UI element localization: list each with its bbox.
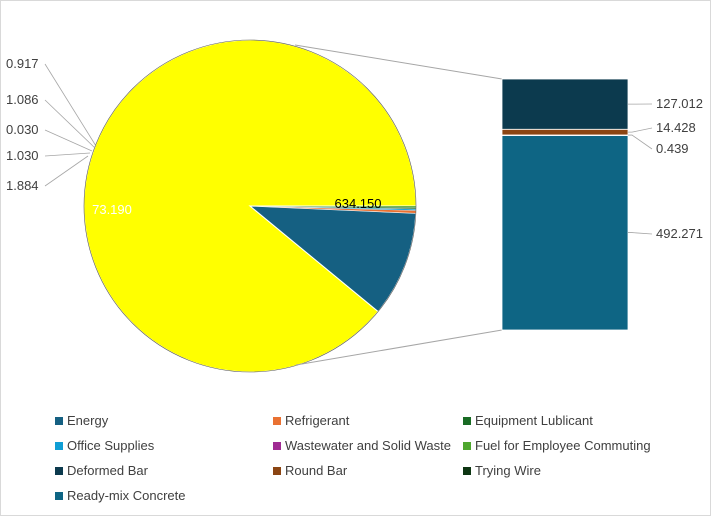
legend-label: Wastewater and Solid Waste	[285, 438, 451, 453]
leader-line-bar-trying-wire	[628, 134, 653, 150]
legend-swatch	[55, 441, 63, 450]
legend-item-round-bar: Round Bar	[273, 463, 347, 478]
legend-label: Deformed Bar	[67, 463, 148, 478]
leader-line-bar-ready-mix-concrete	[628, 232, 653, 235]
legend-label: Refrigerant	[285, 413, 350, 428]
legend-label: Energy	[67, 413, 109, 428]
legend-label: Fuel for Employee Commuting	[475, 438, 651, 453]
legend-item-fuel-for-employee-commuting: Fuel for Employee Commuting	[463, 438, 651, 453]
main-pie	[83, 39, 417, 373]
data-label-equipment-lublicant: 1.086	[6, 92, 39, 107]
legend-swatch	[55, 416, 63, 425]
pie-to-bar-connectors	[294, 44, 503, 366]
leader-line-round-bar	[44, 155, 89, 187]
legend-item-refrigerant: Refrigerant	[273, 413, 349, 428]
secondary-stacked-bar	[501, 78, 629, 331]
legend-item-ready-mix-concrete: Ready-mix Concrete	[55, 488, 186, 503]
leader-line-office-supplies	[44, 152, 91, 157]
connector-bottom	[295, 329, 503, 366]
data-label-fuel-for-employee-commuting: 0.917	[6, 56, 39, 71]
legend-swatch	[55, 491, 63, 500]
legend-label: Round Bar	[285, 463, 348, 478]
leader-line-bar-round-bar	[628, 127, 653, 133]
data-label-office-supplies: 1.030	[6, 148, 39, 163]
legend-label: Trying Wire	[475, 463, 541, 478]
legend-item-deformed-bar: Deformed Bar	[55, 463, 148, 478]
data-label-bar-round-bar: 14.428	[656, 120, 696, 135]
bar-segment-ready-mix-concrete	[501, 134, 629, 331]
legend-item-trying-wire: Trying Wire	[463, 463, 541, 478]
legend-item-office-supplies: Office Supplies	[55, 438, 154, 453]
leader-line-wastewater-and-solid-waste	[44, 129, 93, 152]
legend-label: Equipment Lublicant	[475, 413, 593, 428]
bar-segment-deformed-bar	[501, 78, 629, 130]
connector-top	[294, 44, 503, 80]
legend-swatch	[273, 416, 281, 425]
legend-label: Ready-mix Concrete	[67, 488, 186, 503]
legend-swatch	[463, 416, 471, 425]
legend-item-energy: Energy	[55, 413, 108, 428]
pie-outline	[83, 39, 417, 373]
legend-swatch	[55, 466, 63, 475]
data-label-wastewater-and-solid-waste: 0.030	[6, 122, 39, 137]
data-label-bar-ready-mix-concrete: 492.271	[656, 226, 703, 241]
data-label-energy: 73.190	[92, 202, 132, 217]
data-label-bar-trying-wire: 0.439	[656, 141, 689, 156]
legend-item-wastewater-and-solid-waste: Wastewater and Solid Waste	[273, 438, 451, 453]
legend-item-equipment-lublicant: Equipment Lublicant	[463, 413, 593, 428]
leader-lines	[44, 63, 653, 235]
data-labels: 634.150 73.190 0.917 1.086 0.030 1.030 1.884 49…	[6, 56, 703, 241]
legend-swatch	[273, 441, 281, 450]
data-label-bar-deformed-bar: 127.012	[656, 96, 703, 111]
legend-label: Office Supplies	[67, 438, 155, 453]
data-label-ready-mix-concrete: 634.150	[335, 196, 382, 211]
leader-line-fuel-for-employee-commuting	[44, 63, 97, 147]
bar-segment-round-bar	[501, 128, 629, 136]
legend-swatch	[463, 466, 471, 475]
data-label-round-bar: 1.884	[6, 178, 39, 193]
leader-line-equipment-lublicant	[44, 99, 96, 149]
legend-swatch	[273, 466, 281, 475]
legend-swatch	[463, 441, 471, 450]
